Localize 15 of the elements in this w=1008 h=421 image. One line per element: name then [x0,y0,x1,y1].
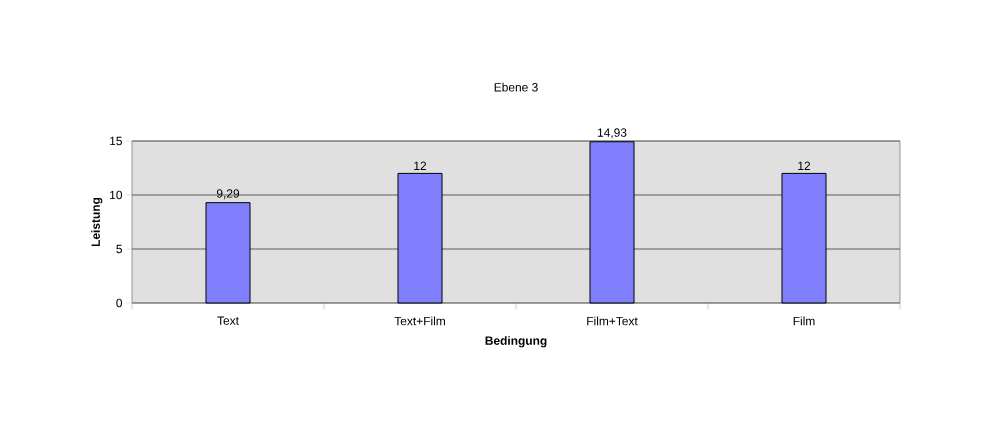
y-tick-label: 0 [116,298,123,308]
data-label: 12 [414,161,427,170]
data-label: 14,93 [597,128,627,139]
x-axis-title: Bedingung [485,336,547,348]
data-label: 12 [798,161,811,170]
x-tick-label: Film+Text [587,316,638,326]
chart-title: Ebene 3 [494,82,538,92]
y-tick-label: 15 [110,136,122,146]
y-axis-title: Leistung [91,197,103,247]
x-tick-label: Text+Film [394,316,445,326]
y-tick-label: 5 [116,244,122,254]
data-label: 9,29 [216,189,240,200]
y-tick-label: 10 [110,190,123,200]
x-tick-label: Film [793,316,815,326]
x-tick-label: Text [217,316,239,325]
